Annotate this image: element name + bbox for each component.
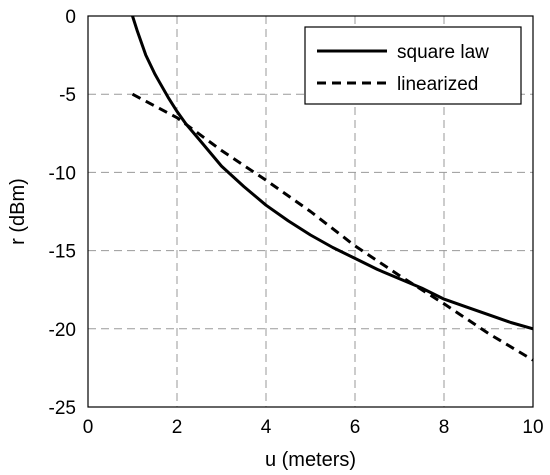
x-tick-label: 2 [172,417,183,438]
tick-labels: 0 2 4 6 8 10 0 -5 -10 -15 -20 -25 [49,7,544,438]
y-axis-label: r (dBm) [7,178,29,245]
x-tick-label: 0 [83,417,94,438]
x-axis-label: u (meters) [265,449,356,471]
y-tick-label: -20 [49,320,76,341]
y-tick-label: 0 [65,7,76,28]
legend-entry-square-law: square law [397,42,489,63]
legend-box [304,26,522,105]
series-line-square-law [131,15,534,331]
legend: square law linearized [304,26,522,105]
plot-frame [87,15,534,408]
series-line-linearized [131,92,534,362]
y-tick-label: -10 [49,163,76,184]
y-tick-label: -5 [59,85,76,106]
x-tick-label: 4 [261,417,272,438]
legend-entry-linearized: linearized [397,74,478,95]
y-tick-label: -15 [49,242,76,263]
x-tick-label: 8 [439,417,450,438]
y-tick-label: -25 [49,398,76,419]
x-tick-label: 10 [522,417,543,438]
x-tick-label: 6 [350,417,361,438]
series-layer [131,15,534,362]
